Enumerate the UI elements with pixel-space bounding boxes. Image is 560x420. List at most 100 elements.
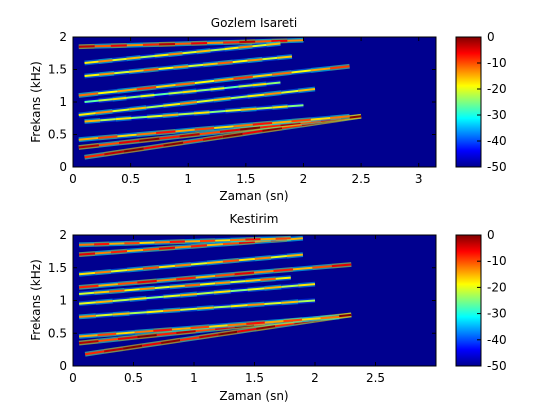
trace-segment — [126, 248, 144, 253]
x-tick-label: 1.5 — [245, 371, 264, 385]
y-tick-label: 2 — [59, 228, 67, 242]
trace-segment — [97, 332, 117, 337]
trace-segment — [109, 289, 125, 293]
trace-segment — [281, 89, 299, 94]
trace-segment — [214, 77, 234, 82]
spectral-component — [84, 113, 362, 160]
trace-segment — [154, 285, 170, 290]
trace-segment — [84, 119, 101, 123]
trace-segment — [291, 118, 311, 123]
trace-segment — [126, 56, 141, 60]
trace-segment — [126, 95, 141, 99]
y-tick-label: 0.5 — [48, 326, 67, 340]
trace-segment — [182, 89, 197, 94]
colorbar-tick-label: 0 — [487, 30, 495, 44]
trace-segment — [156, 84, 176, 89]
trace-segment — [242, 129, 263, 135]
trace-segment — [78, 340, 99, 345]
trace-segment — [330, 115, 350, 119]
trace-segment — [116, 331, 135, 335]
trace-segment — [310, 116, 331, 121]
trace-segment — [156, 278, 177, 282]
trace-segment — [252, 82, 267, 87]
trace-segment — [206, 260, 224, 265]
trace-segment — [237, 327, 257, 333]
trace-segment — [256, 325, 276, 330]
y-tick-label: 0.5 — [48, 128, 67, 142]
trace-segment — [182, 50, 197, 55]
trace-segment — [122, 344, 143, 350]
trace-segment — [112, 96, 127, 101]
trace-segment — [128, 69, 144, 73]
trace-segment — [158, 66, 174, 71]
trace-segment — [78, 291, 95, 295]
trace-segment — [78, 112, 96, 116]
trace-segment — [190, 325, 210, 330]
trace-segment — [98, 98, 113, 102]
trace-segment — [84, 73, 100, 77]
trace-segment — [140, 55, 155, 59]
trace-segment — [270, 255, 287, 259]
trace-segment — [287, 104, 304, 108]
trace-segment — [156, 332, 177, 337]
trace-segment — [134, 329, 154, 334]
spectral-component — [84, 102, 304, 124]
trace-segment — [281, 284, 299, 288]
trace-segment — [110, 250, 128, 254]
trace-segment — [238, 240, 256, 244]
trace-segment — [178, 112, 195, 116]
trace-segment — [188, 63, 204, 68]
trace-segment — [129, 297, 147, 301]
trace-segment — [214, 125, 234, 129]
x-axis-ticks: 0 0.5 1 1.5 2 2.5 3 — [69, 37, 423, 186]
trace-segment — [98, 59, 113, 63]
trace-segment — [104, 150, 125, 156]
x-tick-label: 0 — [69, 371, 77, 385]
trace-segment — [124, 288, 140, 292]
trace-segment — [140, 94, 155, 98]
spectral-component — [78, 113, 362, 150]
trace-segment — [110, 269, 128, 273]
trace-segment — [162, 113, 179, 117]
trace-segment — [202, 135, 223, 141]
trace-segment — [84, 60, 99, 64]
trace-segment — [234, 271, 255, 276]
trace-segment — [146, 310, 164, 314]
trace-segment — [137, 334, 157, 339]
spectral-component — [78, 86, 316, 118]
trace-segment — [94, 290, 110, 294]
trace-segment — [154, 92, 169, 97]
trace-segment — [264, 301, 282, 306]
trace-segment — [272, 105, 288, 109]
trace-segment — [275, 322, 295, 328]
spectral-component — [78, 298, 316, 320]
trace-segment — [210, 87, 225, 91]
spectrogram-bottom: Kestirim 0 0.5 1 1.5 2 2.5 0 0.5 1 1.5 2 Zaman (s… — [29, 212, 507, 403]
trace-segment — [147, 114, 163, 118]
trace-segment — [78, 92, 99, 97]
trace-segment — [272, 71, 292, 76]
trace-segment — [245, 278, 261, 283]
trace-segment — [98, 142, 120, 147]
trace-segment — [252, 121, 273, 126]
trace-segment — [98, 338, 119, 343]
trace-segment — [209, 110, 226, 114]
trace-segment — [129, 106, 147, 111]
trace-segment — [163, 308, 181, 313]
trace-segment — [277, 55, 293, 59]
trace-segment — [199, 333, 219, 339]
trace-segment — [227, 322, 247, 327]
trace-segment — [95, 313, 113, 317]
trace-segment — [84, 350, 105, 356]
trace-segment — [247, 287, 265, 291]
trace-segment — [202, 62, 218, 66]
trace-segment — [298, 283, 316, 287]
trace-segment — [262, 56, 278, 61]
trace-segment — [174, 263, 192, 267]
trace-segment — [224, 46, 239, 51]
trace-segment — [171, 327, 191, 331]
trace-segment — [115, 117, 132, 121]
x-tick-label: 0.5 — [121, 172, 140, 186]
trace-segment — [99, 72, 115, 76]
x-axis-label: Zaman (sn) — [219, 189, 288, 203]
